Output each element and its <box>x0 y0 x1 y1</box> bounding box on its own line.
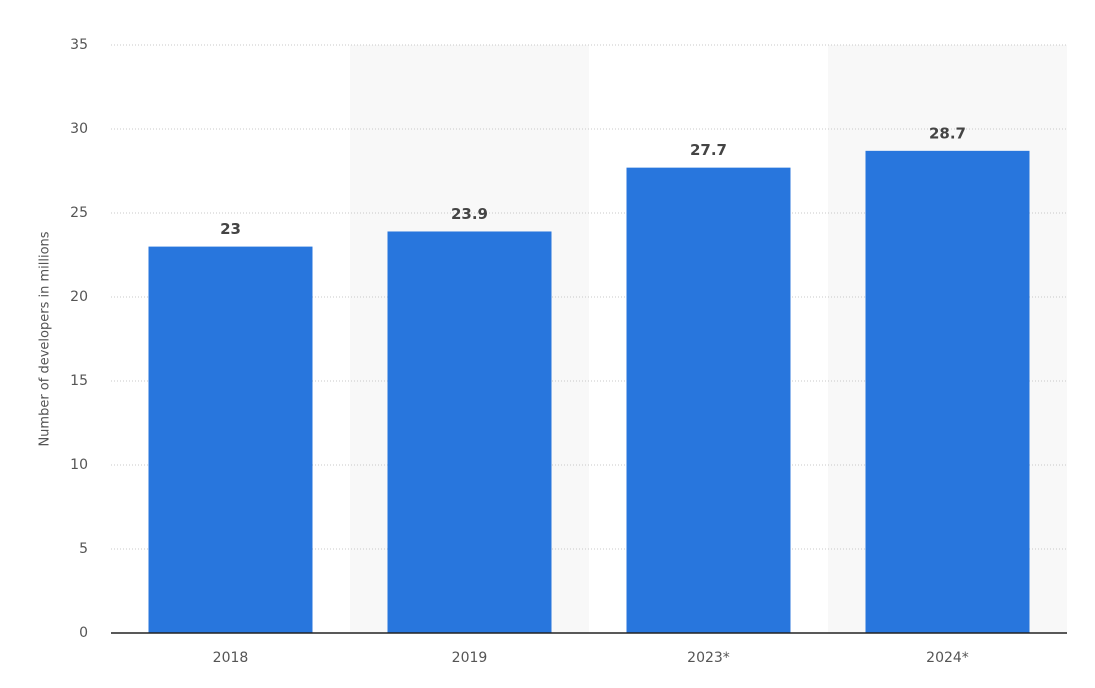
value-label: 23.9 <box>451 205 488 223</box>
value-label: 27.7 <box>690 141 727 159</box>
y-tick-label: 15 <box>70 373 88 389</box>
y-tick-label: 5 <box>79 541 88 557</box>
y-tick-label: 25 <box>70 205 88 221</box>
y-axis-title: Number of developers in millions <box>38 231 53 446</box>
value-label: 23 <box>220 220 241 238</box>
bar <box>626 167 791 633</box>
y-tick-label: 20 <box>70 289 88 305</box>
y-tick-label: 0 <box>79 625 88 641</box>
bar <box>148 246 313 633</box>
bar <box>387 231 552 634</box>
value-label: 28.7 <box>929 124 966 142</box>
x-tick-label: 2024* <box>926 650 969 666</box>
y-tick-label: 30 <box>70 121 88 137</box>
y-tick-label: 10 <box>70 457 88 473</box>
x-tick-label: 2019 <box>452 650 488 666</box>
y-tick-label: 35 <box>70 37 88 53</box>
x-tick-label: 2023* <box>687 650 730 666</box>
bar <box>865 150 1030 633</box>
x-tick-label: 2018 <box>213 650 249 666</box>
